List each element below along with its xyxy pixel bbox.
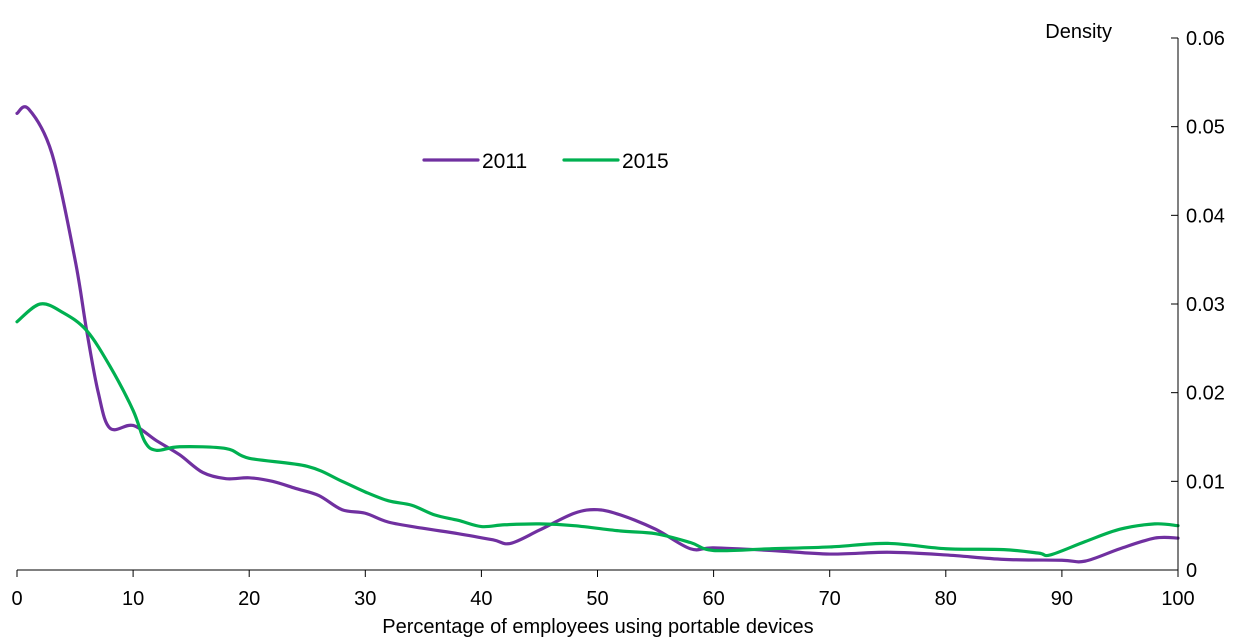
- x-tick-label: 100: [1161, 588, 1194, 610]
- y-tick-label: 0.03: [1186, 294, 1225, 316]
- x-axis: 0 10 20 30 40 50 60 70 80 90 100: [11, 569, 1195, 610]
- x-tick-label: 40: [470, 588, 492, 610]
- y-tick-label: 0.06: [1186, 28, 1225, 50]
- series-line-2015: [15, 302, 1180, 558]
- x-tick-label: 50: [586, 588, 608, 610]
- x-tick-label: 90: [1051, 588, 1073, 610]
- series-line-2011: [15, 105, 1180, 564]
- y-axis: 0 0.01 0.02 0.03 0.04 0.05 0.06: [1171, 28, 1225, 582]
- x-tick-label: 80: [935, 588, 957, 610]
- y-tick-label: 0.02: [1186, 383, 1225, 405]
- x-tick-label: 30: [354, 588, 376, 610]
- x-axis-title: Percentage of employees using portable d…: [382, 616, 813, 638]
- plot-lines: [15, 105, 1180, 564]
- x-tick-label: 60: [702, 588, 724, 610]
- legend: 2011 2015: [422, 150, 669, 173]
- x-tick-label: 20: [238, 588, 260, 610]
- y-tick-label: 0.05: [1186, 117, 1225, 139]
- x-tick-label: 0: [11, 588, 22, 610]
- y-tick-label: 0.04: [1186, 205, 1225, 227]
- y-axis-title: Density: [1045, 21, 1112, 43]
- x-tick-label: 70: [819, 588, 841, 610]
- y-tick-label: 0: [1186, 560, 1197, 582]
- legend-label-2015: 2015: [622, 150, 669, 173]
- legend-label-2011: 2011: [482, 150, 527, 173]
- y-tick-label: 0.01: [1186, 471, 1225, 493]
- x-tick-label: 10: [122, 588, 144, 610]
